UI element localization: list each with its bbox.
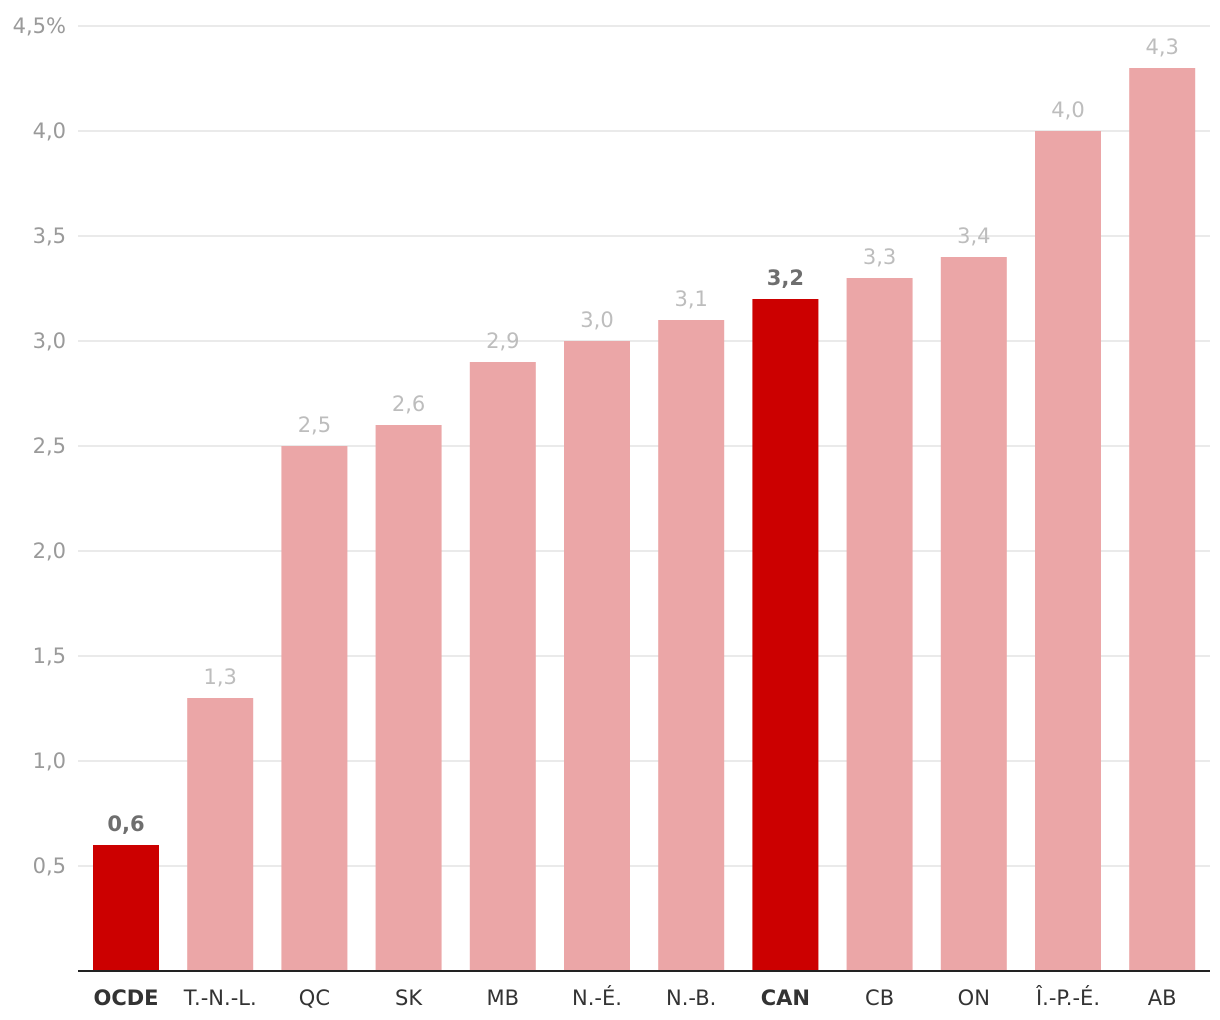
data-label: 0,6 xyxy=(107,812,144,836)
y-axis-ticks: 0,5 1,0 1,5 2,0 2,5 3,0 3,5 4,0 4,5% xyxy=(13,14,66,878)
bar xyxy=(1129,68,1196,971)
x-tick-label: Î.-P.-É. xyxy=(1035,985,1100,1010)
data-label: 4,3 xyxy=(1145,35,1178,59)
data-label: 3,4 xyxy=(957,224,990,248)
x-tick-label: CAN xyxy=(761,986,810,1010)
x-axis-ticks: OCDE T.-N.-L. QC SK MB N.-É. N.-B. CAN CB ON Î.-P.… xyxy=(93,985,1176,1010)
data-label: 3,1 xyxy=(674,287,707,311)
data-label: 2,9 xyxy=(486,329,519,353)
bar xyxy=(752,299,819,971)
bar xyxy=(940,257,1007,971)
data-label: 4,0 xyxy=(1051,98,1084,122)
bar xyxy=(375,425,442,971)
x-tick-label: QC xyxy=(299,986,330,1010)
bar xyxy=(564,341,630,971)
x-tick-label: N.-B. xyxy=(666,986,716,1010)
data-label: 3,2 xyxy=(767,266,804,290)
y-tick-label: 2,5 xyxy=(33,434,66,458)
y-tick-label: 0,5 xyxy=(33,854,66,878)
x-tick-label: N.-É. xyxy=(572,985,622,1010)
bar xyxy=(1035,131,1101,971)
data-label: 3,3 xyxy=(863,245,896,269)
bar xyxy=(93,845,159,971)
data-label: 3,0 xyxy=(580,308,613,332)
x-tick-label: MB xyxy=(487,986,520,1010)
x-tick-label: SK xyxy=(395,986,423,1010)
bar xyxy=(187,698,254,971)
y-tick-label: 3,5 xyxy=(33,224,66,248)
bar xyxy=(846,278,913,971)
bar xyxy=(469,362,536,971)
y-tick-label: 4,0 xyxy=(33,119,66,143)
y-tick-label: 4,5% xyxy=(13,14,66,38)
data-labels: 0,6 1,3 2,5 2,6 2,9 3,0 3,1 3,2 3,3 3,4 4,0 4,3 xyxy=(107,35,1179,836)
x-tick-label: T.-N.-L. xyxy=(183,986,257,1010)
bar xyxy=(658,320,725,971)
bars xyxy=(93,68,1196,971)
data-label: 2,6 xyxy=(392,392,425,416)
y-tick-label: 1,0 xyxy=(33,749,66,773)
x-tick-label: AB xyxy=(1148,986,1177,1010)
data-label: 1,3 xyxy=(203,665,236,689)
y-tick-label: 2,0 xyxy=(33,539,66,563)
x-tick-label: ON xyxy=(958,986,990,1010)
gridlines xyxy=(78,25,1210,867)
x-tick-label: CB xyxy=(865,986,894,1010)
x-tick-label: OCDE xyxy=(93,986,158,1010)
y-tick-label: 1,5 xyxy=(33,644,66,668)
bar xyxy=(281,446,348,971)
data-label: 2,5 xyxy=(298,413,331,437)
y-tick-label: 3,0 xyxy=(33,329,66,353)
